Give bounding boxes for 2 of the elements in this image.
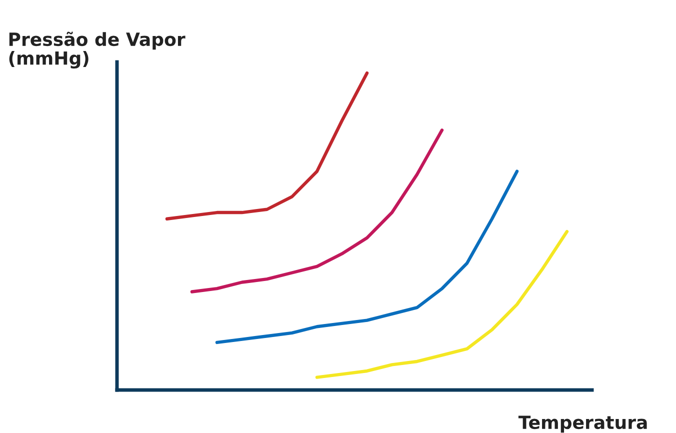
x-axis-title: Temperatura — [518, 416, 647, 433]
y-axis-title: Pressão de Vapor (mmHg) — [9, 32, 186, 69]
